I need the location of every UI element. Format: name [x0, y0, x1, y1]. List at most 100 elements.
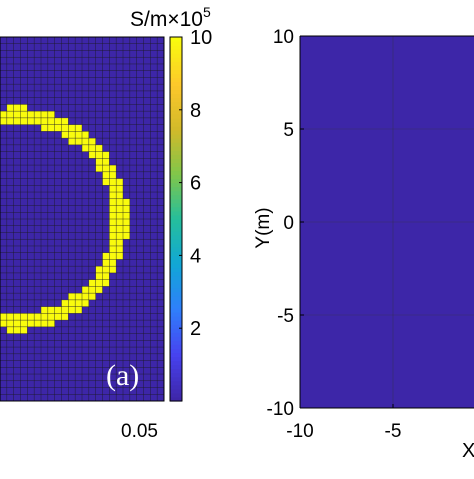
heatmap-cell-ring — [116, 185, 123, 193]
colorbar-segment — [170, 109, 182, 115]
colorbar-segment — [170, 287, 182, 293]
heatmap-cell-ring — [109, 252, 117, 260]
y-tick-label: -10 — [267, 399, 294, 420]
colorbar-tick-label: 4 — [190, 245, 201, 267]
y-tick-label: -5 — [277, 306, 294, 327]
heatmap-cell-ring — [47, 117, 55, 125]
heatmap-cell-ring — [34, 320, 41, 327]
colorbar-segment — [170, 158, 182, 163]
heatmap-cell-ring — [102, 272, 110, 280]
colorbar-segment — [170, 101, 182, 107]
heatmap-cell-ring — [109, 225, 117, 233]
colorbar-segment — [170, 299, 182, 305]
colorbar — [170, 37, 182, 402]
heatmap-cell-ring — [102, 158, 110, 166]
colorbar-frame — [169, 36, 183, 402]
colorbar-segment — [170, 210, 182, 216]
heatmap-cell-ring — [61, 131, 69, 139]
heatmap-cell-ring — [109, 192, 117, 199]
heatmap-cell-ring — [102, 252, 110, 260]
heatmap-cell-ring — [13, 313, 21, 321]
colorbar-segment — [170, 364, 182, 370]
colorbar-segment — [170, 65, 182, 70]
heatmap-cell-ring — [116, 192, 123, 199]
heatmap-cell-ring — [109, 245, 117, 253]
colorbar-segment — [170, 77, 182, 83]
colorbar-segment — [170, 85, 182, 91]
heatmap-cell-ring — [95, 158, 103, 166]
heatmap-cell-ring — [6, 313, 14, 321]
colorbar-segment — [170, 202, 182, 208]
colorbar-segment — [170, 251, 182, 256]
heatmap-cell-ring — [102, 165, 110, 172]
colorbar-tick-label: 2 — [190, 318, 201, 340]
heatmap-cell-ring — [75, 124, 82, 132]
heatmap-cell-ring — [6, 117, 14, 125]
heatmap-cell-ring — [95, 165, 103, 172]
heatmap-cell-ring — [6, 104, 14, 112]
heatmap-cell-ring — [27, 320, 35, 327]
heatmap-cell-ring — [109, 212, 117, 219]
heatmap-cell-ring — [82, 138, 89, 145]
heatmap-cell-ring — [20, 320, 28, 327]
colorbar-segment — [170, 178, 182, 184]
colorbar-segment — [170, 340, 182, 345]
heatmap-cell-ring — [109, 266, 117, 273]
heatmap-cell-ring — [102, 171, 110, 179]
heatmap-cell-ring — [82, 286, 89, 294]
heatmap-cell-ring — [75, 293, 82, 300]
colorbar-segment — [170, 324, 182, 329]
colorbar-segment — [170, 97, 182, 103]
colorbar-exponent: 5 — [203, 4, 211, 20]
colorbar-segment — [170, 182, 182, 188]
colorbar-segment — [170, 150, 182, 155]
heatmap-cell-ring — [95, 279, 103, 287]
colorbar-segment — [170, 235, 182, 240]
colorbar-segment — [170, 243, 182, 248]
heatmap-cell-ring — [109, 171, 117, 179]
colorbar-segment — [170, 231, 182, 236]
colorbar-segment — [170, 206, 182, 212]
heatmap-cell-ring — [68, 299, 76, 307]
heatmap-cell-ring — [82, 131, 89, 139]
heatmap-cell-ring — [68, 293, 76, 300]
colorbar-segment — [170, 130, 182, 135]
colorbar-segment — [170, 194, 182, 200]
colorbar-segment — [170, 214, 182, 220]
heatmap-cell-ring — [41, 124, 48, 132]
heatmap-cell-ring — [123, 219, 130, 226]
colorbar-segment — [170, 303, 182, 309]
heatmap-cell-ring — [116, 232, 123, 240]
colorbar-segment — [170, 320, 182, 325]
colorbar-segment — [170, 138, 182, 143]
colorbar-segment — [170, 255, 182, 261]
heatmap-cell-ring — [13, 326, 21, 334]
colorbar-segment — [170, 376, 182, 382]
heatmap-cell-ring — [41, 117, 48, 125]
colorbar-segment — [170, 37, 182, 42]
heatmap-cell-ring — [123, 205, 130, 213]
heatmap-cell-ring — [88, 151, 96, 159]
heatmap-cell-ring — [34, 117, 41, 125]
heatmap-cell-ring — [116, 178, 123, 186]
y-ticks-b: 10 5 0 -5 -10 — [267, 27, 304, 420]
colorbar-segment — [170, 105, 182, 111]
y-tick-label: 10 — [273, 27, 294, 48]
heatmap-cell-ring — [68, 124, 76, 132]
colorbar-segment — [170, 279, 182, 285]
colorbar-segment — [170, 146, 182, 151]
heatmap-cell-ring — [34, 313, 41, 321]
colorbar-segment — [170, 239, 182, 244]
heatmap-cell-ring — [116, 225, 123, 233]
heatmap-cell-ring — [0, 117, 7, 125]
heatmap-cell-ring — [61, 306, 69, 314]
colorbar-tick-label: 8 — [190, 100, 201, 122]
heatmap-cell-ring — [123, 198, 130, 206]
heatmap-cell-ring — [95, 151, 103, 159]
colorbar-segment — [170, 328, 182, 333]
colorbar-segment — [170, 45, 182, 50]
heatmap-cell-ring — [27, 111, 35, 118]
colorbar-ticks: 2 4 6 8 10 — [179, 27, 212, 340]
heatmap-cell-ring — [0, 313, 7, 321]
heatmap-cell-ring — [82, 293, 89, 300]
